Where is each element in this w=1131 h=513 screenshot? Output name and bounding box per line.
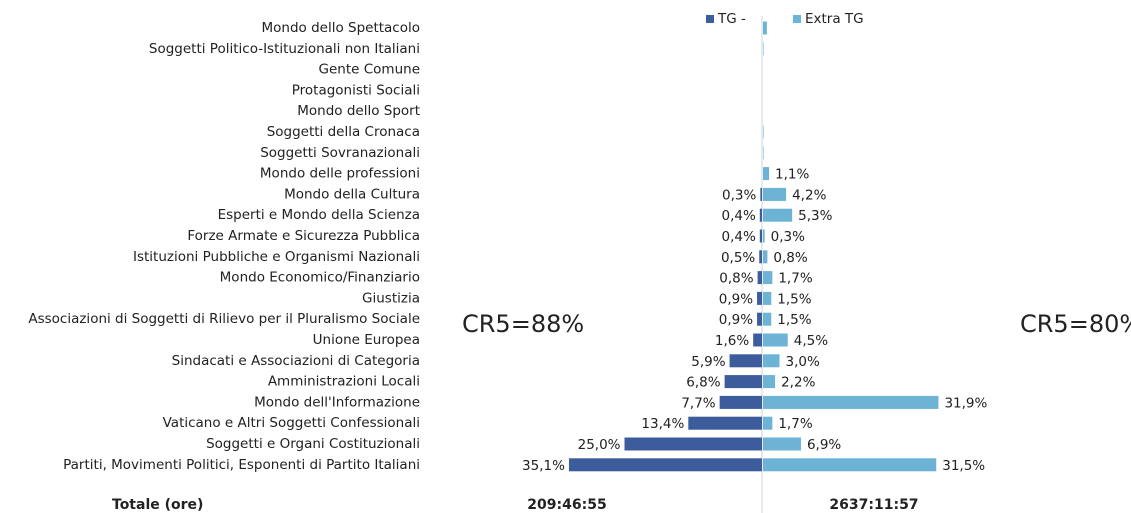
value-label: 4,5% [794,333,828,349]
value-label: 1,7% [778,416,812,432]
category-label: Sindacati e Associazioni di Categoria [172,353,420,369]
bar [763,416,773,430]
bar [759,208,762,222]
bar [763,250,768,264]
category-label: Giustizia [362,290,420,306]
bar [719,395,762,409]
category-label: Mondo Economico/Finanziario [220,270,420,286]
category-label: Partiti, Movimenti Politici, Esponenti d… [63,457,420,473]
bar [763,395,939,409]
value-label: 3,0% [786,354,820,370]
bar [757,312,762,326]
bar [763,125,764,139]
bar [753,333,762,347]
value-label: 0,4% [721,208,755,224]
legend-swatch [793,15,801,23]
bar [763,208,793,222]
bar [763,333,788,347]
value-label: 0,8% [773,250,807,266]
bar [729,354,762,368]
bar [763,271,773,285]
legend-label: TG - [717,11,746,27]
value-label: 0,9% [719,312,753,328]
value-label: 6,9% [807,437,841,453]
bar [763,187,787,201]
value-label: 0,3% [771,229,805,245]
bar [757,291,762,305]
legend-label: Extra TG [805,11,864,27]
bar [759,250,762,264]
category-label: Istituzioni Pubbliche e Organismi Nazion… [133,249,420,265]
value-label: 1,5% [777,312,811,328]
category-label: Soggetti e Organi Costituzionali [206,436,420,452]
bar [760,187,762,201]
category-label: Amministrazioni Locali [268,374,420,390]
value-label: 7,7% [681,395,715,411]
value-label: 25,0% [578,437,621,453]
category-label: Soggetti Politico-Istituzionali non Ital… [149,41,420,57]
category-label: Associazioni di Soggetti di Rilievo per … [28,311,420,327]
bar [763,312,772,326]
bar [763,42,764,56]
bar [763,354,780,368]
category-label: Esperti e Mondo della Scienza [218,207,420,223]
bar [763,167,770,181]
category-label: Vaticano e Altri Soggetti Confessionali [163,415,420,431]
value-label: 13,4% [641,416,684,432]
category-label: Protagonisti Sociali [292,82,420,98]
value-label: 0,5% [721,250,755,266]
value-label: 1,5% [777,291,811,307]
value-label: 31,9% [944,395,987,411]
annotation: CR5=80% [1020,310,1131,338]
bar [763,375,776,389]
category-label: Mondo della Cultura [284,186,420,202]
category-label: Forze Armate e Sicurezza Pubblica [187,228,420,244]
bar [724,375,762,389]
footer-label: Totale (ore) [112,497,203,513]
footer-total: 209:46:55 [527,497,606,513]
value-label: 5,3% [798,208,832,224]
category-label: Soggetti Sovranazionali [260,145,420,161]
bar [763,437,801,451]
value-label: 0,8% [719,271,753,287]
category-label: Mondo delle professioni [260,166,420,182]
value-label: 4,2% [792,187,826,203]
category-label: Soggetti della Cronaca [267,124,420,140]
category-label: Mondo dell'Informazione [254,394,420,410]
value-label: 2,2% [781,375,815,391]
category-label: Mondo dello Spettacolo [261,20,420,36]
bar [763,458,937,472]
category-label: Unione Europea [313,332,420,348]
value-label: 5,9% [691,354,725,370]
category-label: Gente Comune [319,62,420,78]
value-label: 1,7% [778,271,812,287]
value-label: 6,8% [686,375,720,391]
bar [757,271,762,285]
bar [568,458,762,472]
annotation: CR5=88% [462,310,584,338]
bar [759,229,762,243]
bar [688,416,762,430]
bar [763,229,765,243]
bar [763,291,772,305]
bar [763,146,764,160]
bar [763,21,767,35]
category-label: Mondo dello Sport [297,103,420,119]
value-label: 0,3% [722,187,756,203]
value-label: 35,1% [522,458,565,474]
legend-swatch [706,15,714,23]
footer-total: 2637:11:57 [829,497,918,513]
value-label: 0,9% [719,291,753,307]
value-label: 1,1% [775,167,809,183]
value-label: 0,4% [721,229,755,245]
value-label: 31,5% [942,458,985,474]
value-label: 1,6% [715,333,749,349]
bar [624,437,762,451]
